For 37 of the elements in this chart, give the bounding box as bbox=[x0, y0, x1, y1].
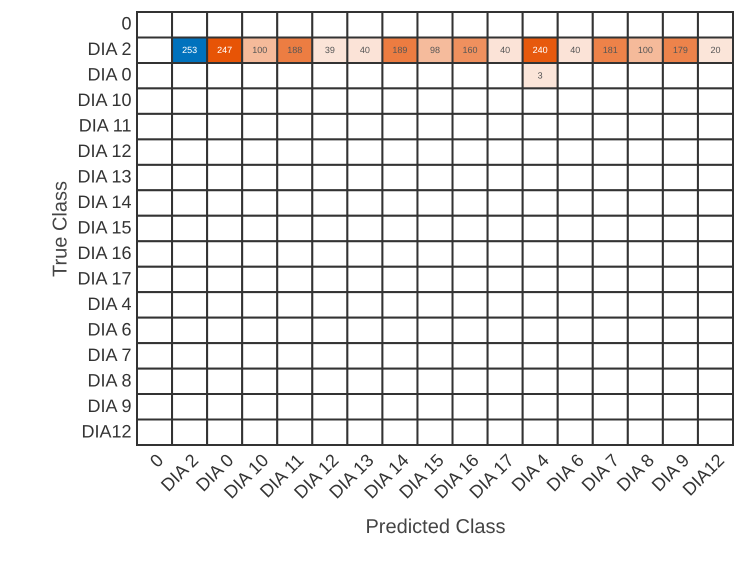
y-tick-label: DIA 11 bbox=[78, 116, 132, 136]
data-label: 40 bbox=[360, 45, 370, 56]
data-label: 40 bbox=[570, 45, 580, 56]
y-tick-label: DIA 9 bbox=[87, 396, 132, 416]
y-tick-label: DIA 16 bbox=[77, 242, 132, 263]
data-label: 100 bbox=[638, 45, 653, 56]
y-tick-label: DIA 7 bbox=[87, 344, 132, 365]
y-tick-label: DIA 17 bbox=[77, 268, 132, 288]
y-tick-label: DIA 2 bbox=[87, 39, 132, 60]
y-tick-label: DIA 4 bbox=[87, 294, 132, 314]
data-label: 3 bbox=[538, 70, 543, 81]
data-label: 20 bbox=[710, 45, 720, 56]
data-label: 181 bbox=[602, 45, 618, 56]
y-tick-label: DIA 15 bbox=[77, 218, 132, 238]
data-label: 179 bbox=[672, 45, 688, 56]
y-tick-label: DIA 12 bbox=[77, 141, 132, 162]
data-label: 40 bbox=[500, 45, 510, 56]
y-tick-label: DIA 10 bbox=[77, 90, 132, 110]
x-axis-title: Predicted Class bbox=[365, 516, 506, 538]
data-label: 188 bbox=[287, 45, 302, 56]
y-axis-title: True Class bbox=[49, 181, 72, 277]
data-label: 100 bbox=[252, 45, 268, 56]
data-label: 39 bbox=[324, 45, 335, 56]
y-tick-label: DIA 14 bbox=[77, 192, 132, 212]
data-label: 98 bbox=[430, 45, 440, 56]
y-tick-label: DIA 13 bbox=[77, 166, 132, 187]
y-tick-label: DIA12 bbox=[81, 421, 132, 442]
y-tick-label: DIA 6 bbox=[87, 319, 132, 340]
data-label: 253 bbox=[182, 45, 198, 56]
y-tick-label: DIA 0 bbox=[87, 64, 132, 85]
data-label: 247 bbox=[217, 45, 232, 56]
y-tick-label: 0 bbox=[121, 14, 132, 34]
data-label: 160 bbox=[462, 45, 478, 56]
data-label: 240 bbox=[532, 45, 548, 56]
data-label: 189 bbox=[392, 45, 408, 56]
y-tick-label: DIA 8 bbox=[87, 370, 132, 390]
x-tick-label: 0 bbox=[146, 450, 168, 472]
